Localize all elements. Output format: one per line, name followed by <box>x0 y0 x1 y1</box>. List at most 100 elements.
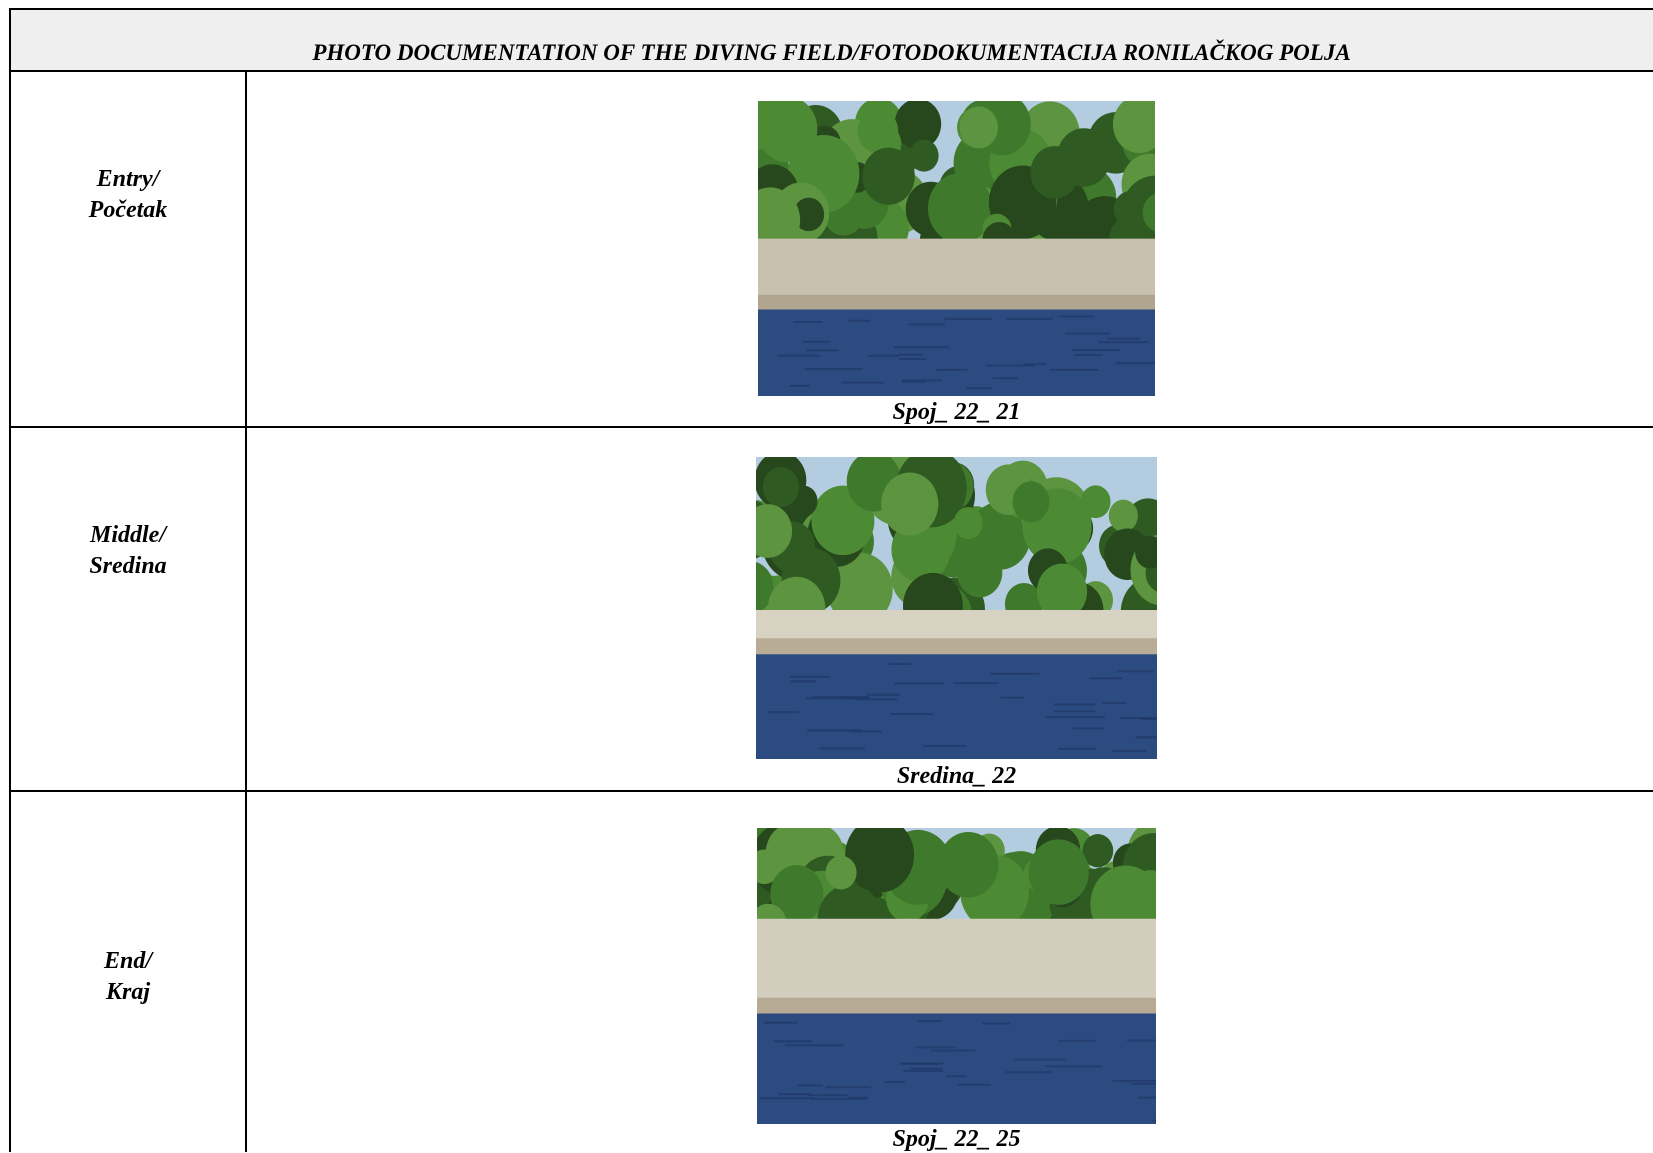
tree <box>959 106 999 149</box>
tree <box>1036 563 1088 620</box>
wave <box>1064 332 1111 335</box>
row-border <box>9 790 1653 792</box>
table-top-border <box>9 8 1653 10</box>
row-label-line: Entry/ <box>96 166 160 192</box>
wave <box>790 675 830 678</box>
wave <box>897 353 923 356</box>
wave <box>908 323 945 326</box>
wave <box>1058 1039 1096 1042</box>
wave <box>1119 717 1156 720</box>
wave <box>868 354 899 357</box>
wave <box>1073 353 1103 356</box>
tree <box>1080 485 1111 519</box>
tree <box>770 865 824 923</box>
row-label-line: Sredina <box>89 553 167 579</box>
tree <box>1129 869 1156 915</box>
wave <box>819 747 865 750</box>
wave <box>1071 348 1121 351</box>
wave <box>840 381 884 384</box>
rock-shadow <box>758 294 1155 313</box>
wave <box>1014 1058 1067 1061</box>
header-background <box>10 9 1653 71</box>
wave <box>1088 677 1123 680</box>
tree <box>938 831 999 898</box>
wave <box>953 682 999 685</box>
column-divider <box>245 70 247 1152</box>
wave <box>1127 1039 1156 1042</box>
wave <box>894 682 944 685</box>
tree <box>1012 481 1050 523</box>
tree <box>1142 193 1155 232</box>
wave <box>1059 315 1094 318</box>
row-label-line: Middle/ <box>90 522 166 548</box>
tree <box>845 828 915 893</box>
wave <box>915 1046 956 1049</box>
wave <box>790 680 816 683</box>
wave <box>805 697 859 700</box>
tree <box>862 147 915 205</box>
wave <box>901 1062 939 1065</box>
tree <box>1030 146 1079 199</box>
photo <box>758 101 1155 396</box>
rock-shadow <box>756 638 1157 657</box>
wave <box>1152 1119 1156 1122</box>
row-label: End/Kraj <box>11 946 245 1008</box>
wave <box>805 349 840 352</box>
wave <box>1058 747 1097 750</box>
wave <box>890 712 934 716</box>
wave <box>1112 1080 1156 1083</box>
sea <box>758 309 1155 396</box>
wave <box>802 340 831 343</box>
wave <box>923 744 967 747</box>
wave <box>778 1093 811 1096</box>
row-border <box>9 426 1653 428</box>
tree <box>826 552 893 626</box>
wave <box>1138 1096 1156 1099</box>
wave <box>1098 341 1149 344</box>
wave <box>986 364 1035 367</box>
wave <box>946 1075 967 1078</box>
wave <box>763 1021 798 1024</box>
wave <box>797 1084 823 1087</box>
wave <box>1023 363 1047 366</box>
wave <box>1006 317 1053 320</box>
wave <box>1000 696 1025 699</box>
wave <box>1102 702 1126 705</box>
wave <box>982 1022 1011 1025</box>
tree <box>757 849 781 885</box>
wave <box>1053 703 1096 706</box>
wave <box>789 384 810 387</box>
tree <box>1082 834 1114 868</box>
wave <box>810 1097 868 1100</box>
wave <box>793 321 823 323</box>
tree <box>1135 535 1157 569</box>
wave <box>902 380 926 383</box>
tree <box>1108 499 1138 532</box>
tree <box>894 101 942 150</box>
row-label: Middle/Sredina <box>11 520 245 582</box>
wave <box>808 1094 848 1097</box>
wave <box>1141 717 1157 721</box>
wave <box>759 1097 813 1100</box>
wave <box>812 696 870 699</box>
wave <box>825 1086 872 1089</box>
wave <box>1116 670 1154 673</box>
tree <box>825 855 857 890</box>
wave <box>866 693 900 696</box>
wave <box>903 1069 944 1072</box>
row-label-line: Početak <box>88 197 168 223</box>
sea <box>756 654 1157 759</box>
wave <box>767 711 799 714</box>
wave <box>1005 1071 1053 1074</box>
row-label: Entry/Početak <box>11 164 245 226</box>
wave <box>936 368 968 371</box>
wave <box>847 319 870 322</box>
wave <box>992 377 1019 380</box>
wave <box>944 317 993 320</box>
wave <box>930 1049 976 1052</box>
wave <box>899 357 927 360</box>
wave <box>1049 368 1099 371</box>
table-title: PHOTO DOCUMENTATION OF THE DIVING FIELD/… <box>312 40 1351 65</box>
wave <box>884 1081 905 1084</box>
